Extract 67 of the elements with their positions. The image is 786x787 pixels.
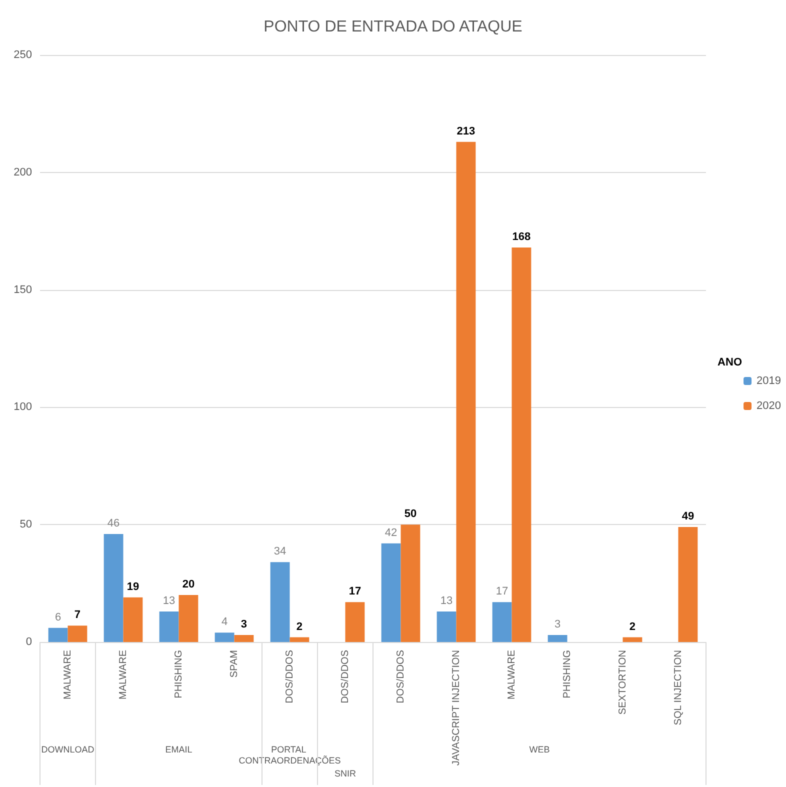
legend-label: 2020 (756, 400, 782, 412)
x-tick-label: PHISHING (562, 650, 573, 698)
bar (68, 626, 88, 642)
legend-title: ANO (718, 356, 742, 368)
bar (436, 611, 456, 642)
text: DOWNLOAD (41, 744, 95, 754)
y-tick-label: 200 (14, 166, 32, 178)
y-tick-label: 250 (14, 49, 32, 61)
bar (345, 602, 365, 642)
data-label: 213 (456, 125, 476, 138)
x-tick-label: PHISHING (173, 650, 184, 698)
bar (290, 637, 310, 642)
x-tick-label: SEXTORTION (617, 650, 628, 715)
data-label: 2 (629, 620, 636, 633)
data-label: 46 (107, 517, 120, 530)
bar (678, 526, 698, 642)
x-tick-label: DOS/DDOS (284, 650, 296, 704)
x-tick-label: DOS/DDOS (340, 650, 351, 704)
data-label: 17 (348, 586, 362, 598)
bar (456, 142, 476, 642)
chart-title: PONTO DE ENTRADA DO ATAQUE (264, 18, 522, 36)
x-tick-label: DOS/DDOS (395, 650, 406, 704)
text: WEB (529, 744, 550, 754)
data-label: 4 (221, 616, 228, 628)
bar (104, 534, 124, 642)
bar (381, 543, 401, 642)
bar (48, 628, 68, 642)
data-label: 50 (404, 508, 417, 520)
bar (622, 637, 642, 642)
data-label: 20 (182, 578, 195, 591)
data-label: 2 (296, 620, 303, 633)
x-tick-label: JAVASCRIPT INJECTION (450, 650, 462, 766)
bar (492, 602, 512, 642)
data-label: 34 (274, 546, 286, 558)
data-label: 49 (682, 510, 694, 522)
y-tick-label: 50 (20, 518, 32, 531)
bar (159, 611, 179, 642)
bar (234, 634, 254, 642)
x-tick-label: MALWARE (62, 650, 74, 700)
data-label: 13 (162, 594, 176, 607)
text: PORTAL CONTRAORDENAÇÕES (238, 744, 341, 766)
x-tick-label: SPAM (228, 650, 240, 678)
x-tick-label: MALWARE (506, 650, 518, 700)
bar (178, 595, 198, 642)
data-label: 42 (384, 526, 398, 539)
x-tick-label: SQL INJECTION (672, 650, 684, 726)
y-tick-label: 100 (14, 401, 32, 414)
bar (548, 634, 568, 642)
y-tick-label: 0 (26, 636, 32, 648)
data-label: 168 (512, 231, 531, 244)
data-label: 3 (240, 618, 248, 630)
bar (214, 632, 234, 642)
data-label: 7 (74, 609, 81, 622)
bar (512, 248, 532, 642)
data-label: 17 (496, 586, 508, 598)
bar (270, 562, 290, 642)
text: SNIR (334, 768, 356, 778)
legend-label: 2019 (756, 375, 782, 387)
bar (400, 524, 420, 642)
data-label: 13 (440, 594, 453, 607)
data-label: 3 (554, 618, 561, 630)
text: EMAIL (165, 744, 192, 754)
data-label: 19 (126, 580, 140, 593)
data-label: 6 (54, 611, 62, 624)
bar (123, 597, 143, 642)
y-tick-label: 150 (14, 284, 32, 296)
x-tick-label: MALWARE (118, 650, 129, 700)
